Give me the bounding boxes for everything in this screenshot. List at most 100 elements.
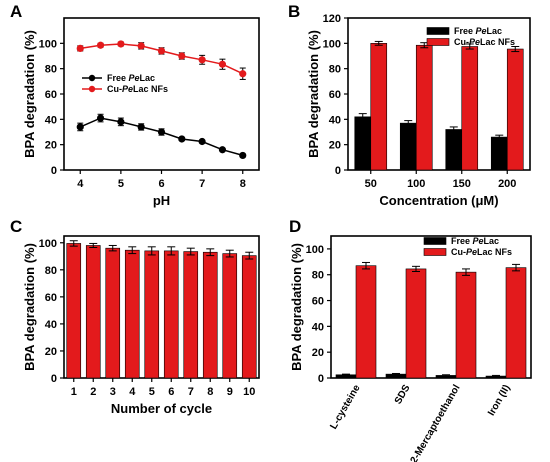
x-tick-label: 6 <box>158 178 164 190</box>
data-point <box>157 47 166 55</box>
panel-letter-a: A <box>10 2 22 21</box>
y-tick-label: 40 <box>45 319 57 331</box>
x-category-label: SDS <box>393 383 413 407</box>
x-tick-label: 7 <box>199 178 205 190</box>
bar <box>163 250 179 379</box>
x-category-label: 2-Mercaptoethanol <box>409 383 463 462</box>
data-point <box>239 151 247 160</box>
legend-text-part: Free <box>454 26 476 36</box>
data-point <box>218 60 227 68</box>
legend-text-part: Pe <box>122 84 133 94</box>
legend-text-part: Lac <box>487 26 503 36</box>
legend-swatch <box>426 27 450 35</box>
data-point <box>96 41 105 49</box>
panel-letter-b: B <box>288 2 300 21</box>
bar <box>183 251 199 379</box>
data-point <box>198 137 206 146</box>
bar <box>445 129 463 171</box>
data-point <box>137 42 145 50</box>
bar <box>355 265 377 379</box>
y-tick-label: 0 <box>335 165 341 177</box>
x-tick-label: 200 <box>498 178 516 190</box>
y-tick-label: 20 <box>45 346 57 358</box>
legend-text-part: Cu- <box>454 37 469 47</box>
bar <box>461 46 479 171</box>
y-axis-label: BPA degradation (%) <box>289 243 304 371</box>
y-tick-label: 80 <box>45 64 57 76</box>
bar <box>66 243 82 379</box>
y-tick-label: 80 <box>312 270 324 282</box>
bar <box>241 255 257 379</box>
y-tick-label: 80 <box>45 265 57 277</box>
bar <box>202 251 218 379</box>
legend-marker <box>88 85 96 93</box>
x-tick-label: 7 <box>188 386 194 398</box>
y-tick-label: 20 <box>329 140 341 152</box>
legend-label: Free PeLac <box>454 26 502 36</box>
legend-label: Cu-PeLac NFs <box>451 247 512 257</box>
x-tick-label: 9 <box>227 386 233 398</box>
y-tick-label: 40 <box>312 321 324 333</box>
y-tick-label: 100 <box>306 244 324 256</box>
legend-swatch <box>423 248 447 256</box>
y-axis-label: BPA degradation (%) <box>22 30 37 158</box>
bar <box>105 247 121 379</box>
bar <box>354 116 372 171</box>
y-tick-label: 100 <box>323 38 341 50</box>
y-tick-label: 120 <box>323 13 341 25</box>
legend-text-part: Pe <box>469 37 480 47</box>
data-point <box>117 118 125 126</box>
data-point <box>178 52 186 60</box>
y-tick-label: 40 <box>329 114 341 126</box>
data-point <box>218 146 227 154</box>
legend-text-part: Cu- <box>107 84 122 94</box>
plot-frame <box>63 235 260 379</box>
y-tick-label: 20 <box>312 347 324 359</box>
x-axis-label: Concentration (μM) <box>379 193 498 208</box>
legend-text-part: Cu- <box>451 247 466 257</box>
legend-text-part: Free <box>107 73 129 83</box>
bar <box>405 268 427 379</box>
legend-swatch <box>423 237 447 245</box>
y-tick-label: 20 <box>45 140 57 152</box>
legend-text-part: Lac NFs <box>477 247 512 257</box>
bar <box>415 44 433 171</box>
data-point <box>76 44 84 53</box>
data-point <box>137 123 145 131</box>
y-axis-label: BPA degradation (%) <box>22 243 37 371</box>
x-tick-label: 4 <box>129 386 136 398</box>
y-tick-label: 0 <box>318 373 324 385</box>
x-category-label: L-cysteine <box>328 383 362 432</box>
x-axis-label: pH <box>153 193 170 208</box>
legend-text-part: Free <box>451 236 473 246</box>
data-point <box>198 56 206 64</box>
bar <box>124 249 140 379</box>
legend-text-part: Lac NFs <box>133 84 168 94</box>
x-axis-label: Number of cycle <box>111 401 212 416</box>
legend-label: Free PeLac <box>107 73 155 83</box>
plot-frame <box>330 235 532 379</box>
panel-letter-d: D <box>289 217 301 236</box>
legend-text-part: Pe <box>473 236 484 246</box>
data-point <box>117 40 125 48</box>
x-tick-label: 6 <box>168 386 174 398</box>
y-tick-label: 100 <box>39 238 57 250</box>
y-tick-label: 60 <box>329 89 341 101</box>
x-tick-label: 5 <box>149 386 155 398</box>
bar <box>455 271 477 379</box>
x-tick-label: 2 <box>90 386 96 398</box>
legend-label: Cu-PeLac NFs <box>107 84 168 94</box>
y-tick-label: 0 <box>51 373 57 385</box>
x-tick-label: 10 <box>243 386 255 398</box>
bar <box>85 245 101 379</box>
y-tick-label: 80 <box>329 64 341 76</box>
legend-text-part: Lac <box>140 73 156 83</box>
legend-marker <box>88 74 96 82</box>
bar <box>490 136 508 171</box>
y-tick-label: 100 <box>39 38 57 50</box>
